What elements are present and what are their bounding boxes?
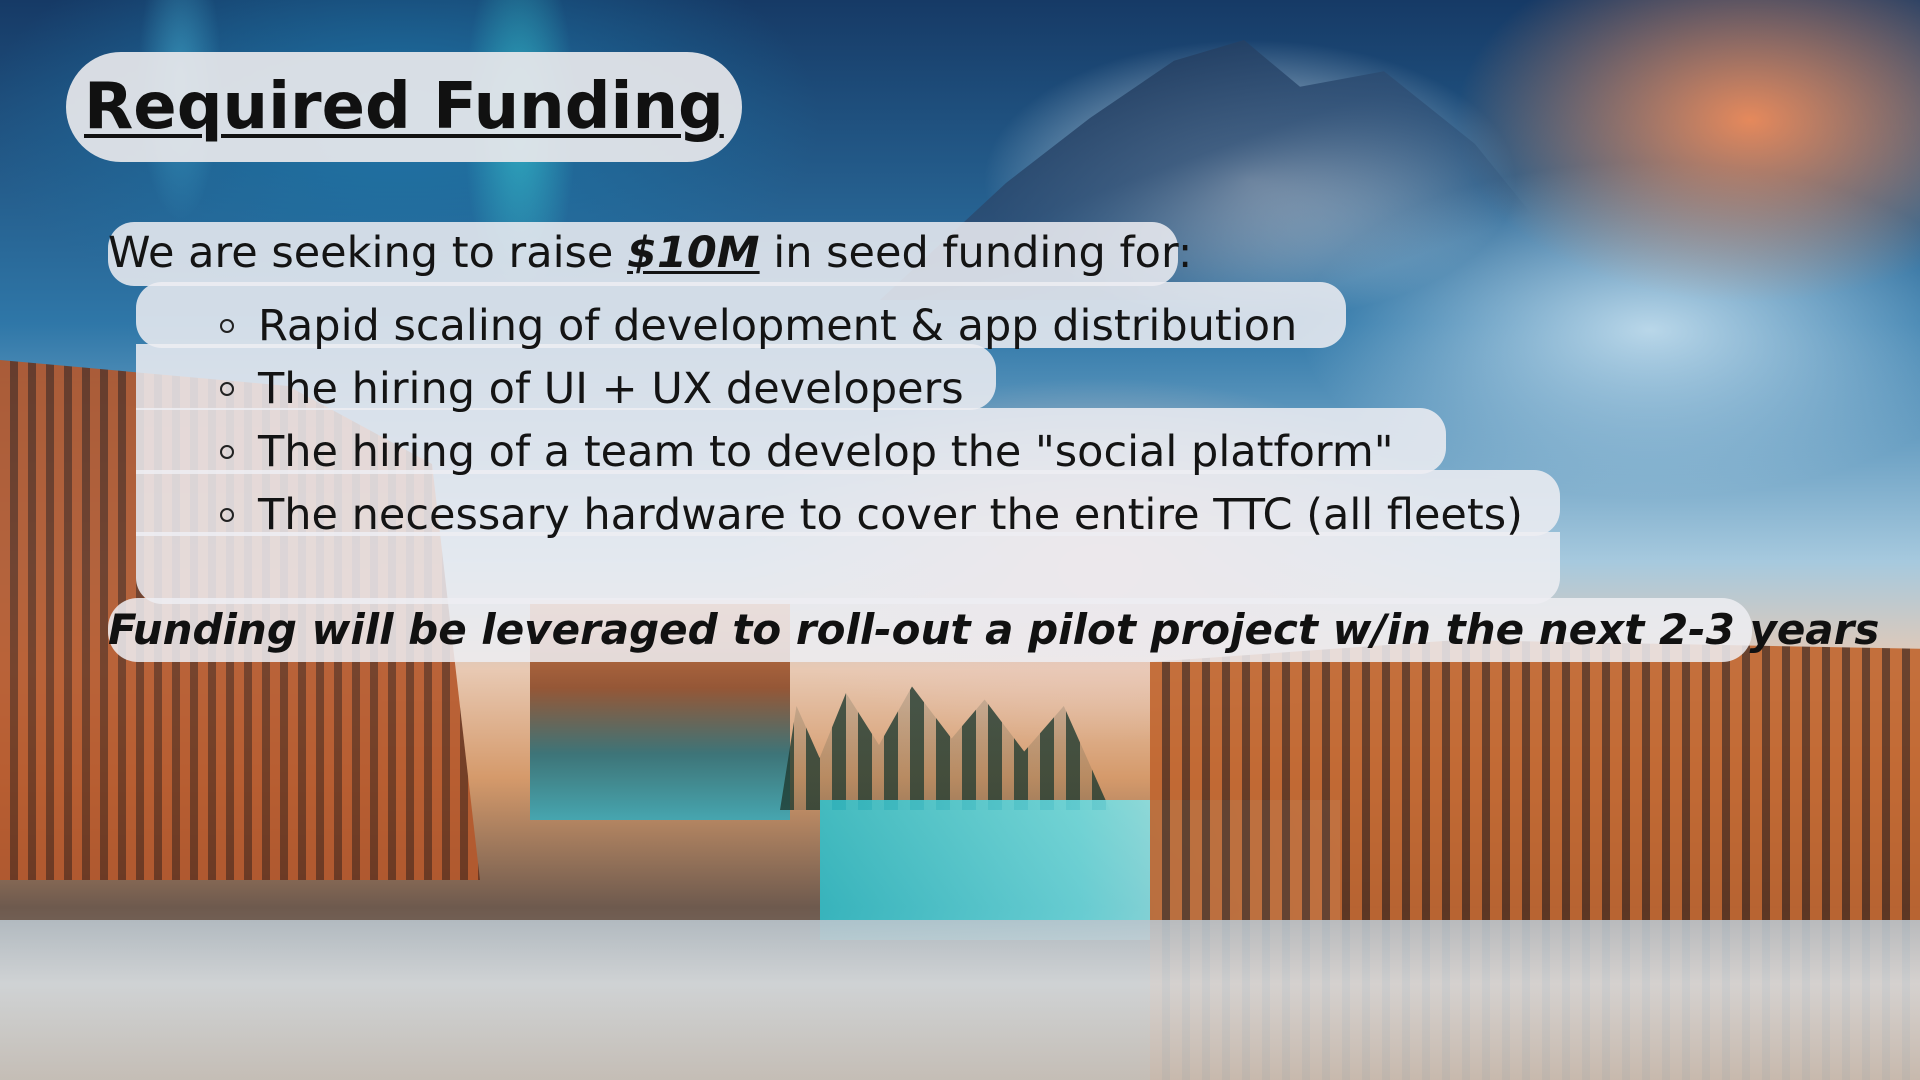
hollow-circle-icon [220,381,234,396]
text-highlight [108,598,1752,662]
text-highlight [108,222,1178,286]
funding-uses-list: Rapid scaling of development & app distr… [220,294,1523,546]
funding-amount: $10M [627,228,760,278]
list-item-text: Rapid scaling of development & app distr… [258,300,1298,351]
ground-plaza [0,920,1920,1080]
hollow-circle-icon [220,507,234,522]
intro-prefix: We are seeking to raise [108,228,628,278]
text-highlight [136,282,1346,348]
list-item-text: The necessary hardware to cover the enti… [258,489,1523,540]
list-item-text: The hiring of a team to develop the "soc… [258,426,1394,477]
text-highlight [136,344,996,410]
closing-statement: Funding will be leveraged to roll-out a … [108,605,1880,654]
list-item: The necessary hardware to cover the enti… [220,483,1523,546]
slide-title: Required Funding [84,70,724,144]
text-highlight [136,470,1560,536]
hollow-circle-icon [220,444,234,459]
intro-line: We are seeking to raise $10M in seed fun… [108,232,1192,275]
list-item: The hiring of UI + UX developers [220,357,1523,420]
intro-suffix: in seed funding for: [759,228,1193,278]
text-highlight [136,408,1446,474]
list-item: The hiring of a team to develop the "soc… [220,420,1523,483]
title-highlight: Required Funding [66,52,742,162]
content-panel: We are seeking to raise $10M in seed fun… [108,222,1879,662]
list-item-text: The hiring of UI + UX developers [258,363,964,414]
list-item: Rapid scaling of development & app distr… [220,294,1523,357]
hollow-circle-icon [220,318,234,333]
text-highlight [136,532,1560,604]
tree-line [780,686,1110,810]
